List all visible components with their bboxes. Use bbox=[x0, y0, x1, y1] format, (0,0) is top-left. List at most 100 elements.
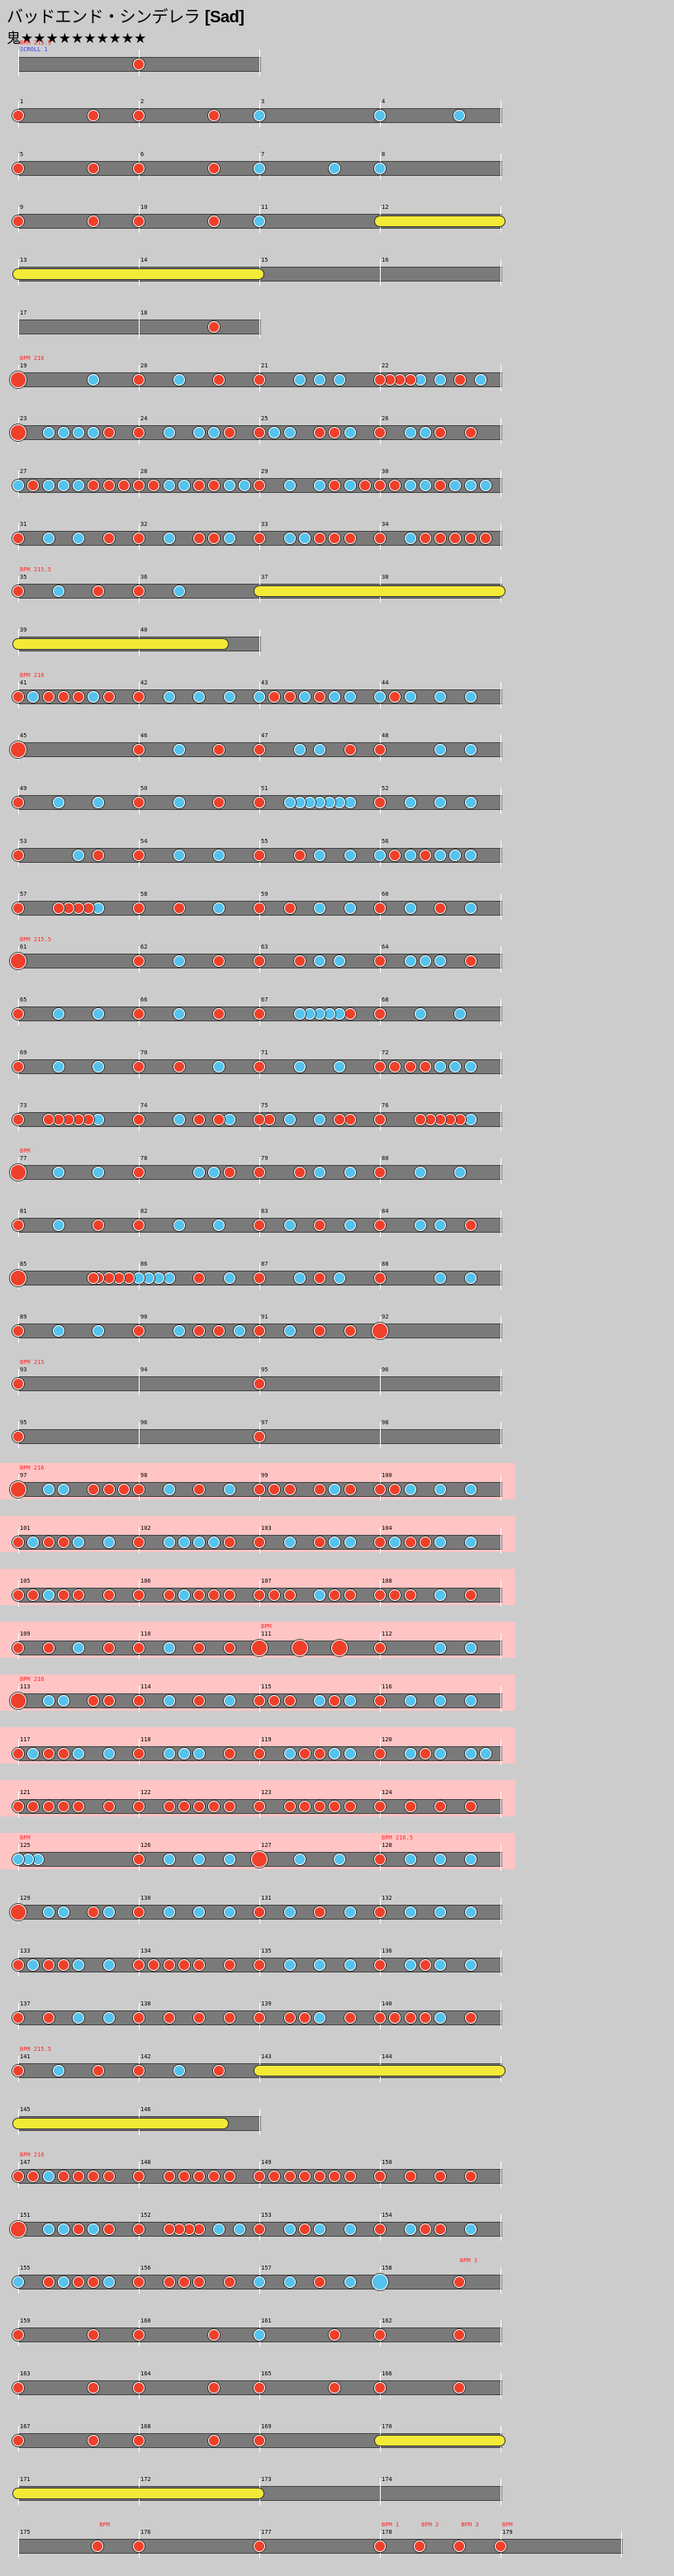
event-tag: BPM 1 bbox=[382, 2522, 400, 2528]
ka-note bbox=[334, 955, 346, 967]
event-tag: BPM 215.5 bbox=[20, 566, 51, 573]
measure-number: 37 bbox=[261, 574, 268, 580]
ka-note bbox=[293, 797, 306, 808]
don-note bbox=[133, 2276, 145, 2288]
measure-number: 3 bbox=[261, 98, 265, 105]
ka-note bbox=[42, 2171, 55, 2182]
don-note bbox=[213, 744, 225, 755]
don-note bbox=[88, 2171, 100, 2182]
measure-number: 141 bbox=[20, 2053, 31, 2060]
ka-note bbox=[238, 480, 250, 491]
measure-number: 1 bbox=[20, 98, 24, 105]
don-note bbox=[193, 1325, 205, 1337]
event-tag: BPM 3 bbox=[459, 2257, 477, 2264]
event-tag: BPM 215.5 bbox=[20, 40, 51, 46]
measure-number: 96 bbox=[382, 1366, 389, 1373]
ka-note bbox=[314, 2012, 325, 2024]
measure-number: 150 bbox=[382, 2159, 392, 2166]
ka-note bbox=[193, 427, 205, 438]
ka-note bbox=[329, 691, 341, 703]
measure-number: 174 bbox=[382, 2476, 392, 2483]
ka-note bbox=[42, 1589, 55, 1601]
ka-note bbox=[223, 480, 235, 491]
ka-note bbox=[464, 2223, 477, 2235]
ka-note bbox=[52, 1061, 64, 1073]
don-note bbox=[389, 2012, 401, 2024]
don-note bbox=[374, 1272, 386, 1284]
ka-note bbox=[283, 2276, 296, 2288]
measure-number: 53 bbox=[20, 838, 27, 845]
bar-line bbox=[18, 312, 19, 339]
measure-number: 58 bbox=[140, 891, 148, 897]
ka-note bbox=[193, 1167, 205, 1178]
don-note bbox=[254, 2540, 265, 2552]
don-note bbox=[404, 1061, 416, 1073]
don-note bbox=[133, 215, 145, 227]
ka-note bbox=[404, 1695, 416, 1707]
don-note bbox=[88, 110, 100, 121]
ka-note bbox=[57, 480, 69, 491]
measure-number: 132 bbox=[382, 1895, 392, 1901]
ka-note bbox=[283, 1114, 296, 1125]
ka-note bbox=[283, 1325, 296, 1337]
don-note bbox=[268, 1695, 281, 1707]
measure-number: 11 bbox=[261, 204, 268, 211]
don-note bbox=[374, 1801, 386, 1812]
ka-note bbox=[223, 1114, 235, 1125]
measure-number: 146 bbox=[140, 2106, 151, 2113]
event-tag: BPM bbox=[20, 1835, 31, 1841]
measure-number: 24 bbox=[140, 415, 148, 422]
don-note bbox=[404, 2171, 416, 2182]
don-note bbox=[254, 374, 265, 386]
measure-number: 60 bbox=[382, 891, 389, 897]
don-note bbox=[374, 2012, 386, 2024]
ka-note bbox=[419, 480, 431, 491]
don-note bbox=[178, 1801, 190, 1812]
measure-number: 32 bbox=[140, 521, 148, 528]
don-note bbox=[314, 691, 325, 703]
don-note bbox=[223, 1537, 235, 1548]
ka-note bbox=[434, 1695, 446, 1707]
don-note bbox=[208, 1589, 221, 1601]
don-note bbox=[384, 374, 396, 386]
drumroll bbox=[12, 638, 230, 650]
don-note bbox=[102, 480, 115, 491]
measure-number: 90 bbox=[140, 1314, 148, 1320]
measure-number: 13 bbox=[20, 257, 27, 263]
don-note bbox=[10, 2221, 26, 2237]
don-note bbox=[133, 1167, 145, 1178]
don-note bbox=[133, 1748, 145, 1759]
don-note bbox=[254, 1378, 265, 1390]
ka-note bbox=[344, 1695, 356, 1707]
ka-note bbox=[178, 1589, 190, 1601]
measure-number: 80 bbox=[382, 1155, 389, 1162]
measure-number: 98 bbox=[140, 1472, 148, 1479]
don-note bbox=[374, 1167, 386, 1178]
ka-note bbox=[344, 1748, 356, 1759]
don-note bbox=[268, 1484, 281, 1495]
don-note bbox=[291, 1640, 308, 1656]
don-note bbox=[453, 2540, 466, 2552]
don-note bbox=[133, 1695, 145, 1707]
bar-line bbox=[259, 312, 260, 339]
don-note bbox=[314, 1219, 325, 1231]
ka-note bbox=[52, 1167, 64, 1178]
measure-number: 166 bbox=[382, 2370, 392, 2377]
don-note bbox=[374, 1642, 386, 1654]
don-note bbox=[374, 902, 386, 914]
don-note bbox=[389, 1484, 401, 1495]
measure-number: 115 bbox=[261, 1683, 272, 1690]
don-note bbox=[374, 1061, 386, 1073]
ka-note bbox=[73, 427, 84, 438]
ka-note bbox=[344, 850, 356, 861]
don-note bbox=[133, 1114, 145, 1125]
don-note bbox=[344, 1484, 356, 1495]
page-title: バッドエンド・シンデレラ [Sad] bbox=[7, 3, 244, 27]
don-note bbox=[133, 955, 145, 967]
ka-note bbox=[434, 1537, 446, 1548]
don-note bbox=[73, 2223, 84, 2235]
don-note bbox=[344, 533, 356, 544]
don-note bbox=[133, 1061, 145, 1073]
ka-note bbox=[88, 2223, 100, 2235]
don-note bbox=[314, 1325, 325, 1337]
